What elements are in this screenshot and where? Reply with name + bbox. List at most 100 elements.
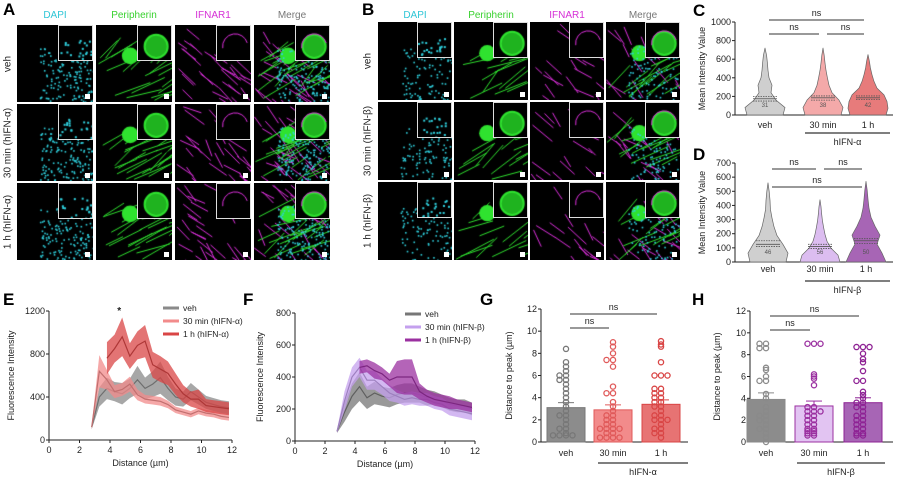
- micrograph-dapi: [378, 102, 452, 180]
- legend-label: veh: [425, 309, 439, 319]
- data-point: [562, 389, 570, 397]
- data-point: [569, 432, 576, 439]
- x-tick-label: 10: [196, 445, 206, 455]
- data-point: [651, 403, 658, 410]
- micrograph-ifnar1: [530, 102, 604, 180]
- y-tick-label: 800: [716, 36, 731, 46]
- x-tick-label: 4: [107, 445, 112, 455]
- data-point: [762, 403, 770, 411]
- scale-bar: [243, 94, 248, 99]
- data-point: [762, 434, 770, 441]
- data-point: [562, 403, 570, 410]
- scale-bar: [596, 252, 601, 257]
- y-tick-label: 1200: [25, 306, 45, 316]
- violin-shape: [747, 182, 789, 263]
- data-point: [609, 350, 617, 357]
- y-axis: 0 200 400 600 800 1000 Mean Intensity Value: [697, 17, 736, 120]
- micrograph-dapi: [378, 182, 452, 260]
- data-point: [853, 377, 860, 385]
- data-point: [804, 430, 811, 437]
- y-tick-label: 2: [741, 415, 746, 425]
- data-point: [853, 343, 860, 351]
- data-point: [859, 391, 867, 399]
- data-point: [853, 425, 860, 433]
- data-point: [859, 432, 867, 439]
- y-tick-label: 0: [726, 257, 731, 267]
- data-point: [859, 430, 867, 437]
- y-tick-label: 8: [741, 350, 746, 360]
- data-point: [762, 395, 770, 402]
- scale-bar: [164, 94, 169, 99]
- x-tick-label: 6: [382, 446, 387, 456]
- y-axis-label: Fluorescence Intensity: [255, 331, 265, 422]
- data-point: [562, 425, 570, 432]
- data-point: [762, 408, 770, 415]
- violin-shape: [802, 47, 844, 116]
- data-point: [762, 364, 770, 372]
- zoom-inset: [136, 104, 172, 140]
- x-tick-label: 0: [46, 445, 51, 455]
- data-point: [762, 377, 770, 385]
- data-point: [603, 434, 610, 441]
- y-tick-label: 400: [276, 372, 291, 382]
- data-point: [804, 427, 811, 435]
- scale-bar: [520, 252, 525, 257]
- data-point: [562, 376, 570, 384]
- x-category-label: 30 min: [800, 448, 827, 458]
- n-label: 42: [865, 103, 872, 109]
- data-point: [562, 385, 570, 393]
- n-label: 56: [817, 250, 824, 256]
- data-point: [603, 429, 610, 437]
- data-point: [562, 432, 570, 439]
- group-label: hIFN-α: [629, 467, 657, 477]
- y-tick-label: 4: [741, 393, 746, 403]
- x-axis-label: Distance (µm): [112, 458, 168, 468]
- channel-header-dapi: DAPI: [403, 10, 427, 21]
- data-point: [609, 421, 617, 428]
- data-point: [810, 403, 818, 411]
- x-category-label: 1 h: [655, 448, 668, 458]
- channel-header-peripherin: Peripherin: [111, 10, 157, 21]
- x-tick-label: 8: [168, 445, 173, 455]
- sem-band: [359, 359, 472, 413]
- data-point: [596, 434, 604, 441]
- y-tick-label: 300: [716, 215, 731, 225]
- legend-label: 30 min (hIFN-β): [425, 322, 485, 332]
- n-label: 50: [863, 250, 870, 256]
- data-point: [859, 359, 867, 366]
- micrograph-dapi: [17, 25, 93, 102]
- x-tick-label: 2: [322, 446, 327, 456]
- series-line: [91, 369, 230, 428]
- data-point: [609, 416, 617, 424]
- zoom-inset: [569, 182, 604, 219]
- y-tick-label: 600: [276, 340, 291, 350]
- group-label: hIFN-β: [827, 467, 855, 477]
- micrograph-ifnar1: [175, 183, 251, 260]
- data-point: [657, 389, 665, 397]
- data-point: [603, 412, 610, 419]
- data-point: [853, 430, 860, 437]
- data-point: [603, 425, 610, 432]
- data-point: [657, 358, 665, 366]
- panel-letter-a: A: [3, 0, 16, 19]
- data-point: [651, 412, 658, 419]
- x-tick-label: 0: [292, 446, 297, 456]
- data-point: [603, 416, 610, 424]
- y-tick-label: 0: [741, 437, 746, 447]
- data-point: [810, 373, 818, 380]
- data-point: [853, 412, 860, 420]
- x-tick-label: 12: [470, 446, 480, 456]
- data-point: [562, 345, 570, 353]
- data-point: [810, 416, 818, 424]
- zoom-inset: [294, 183, 330, 219]
- panel-letter-c: C: [693, 1, 705, 20]
- violin-shape: [799, 199, 841, 263]
- data-point: [810, 381, 818, 389]
- zoom-inset: [294, 25, 330, 61]
- scale-bar: [596, 172, 601, 177]
- scale-bar: [243, 173, 248, 178]
- scale-bar: [520, 172, 525, 177]
- channel-header-ifnar1: IFNAR1: [195, 10, 231, 21]
- micrograph-merge: [254, 104, 330, 181]
